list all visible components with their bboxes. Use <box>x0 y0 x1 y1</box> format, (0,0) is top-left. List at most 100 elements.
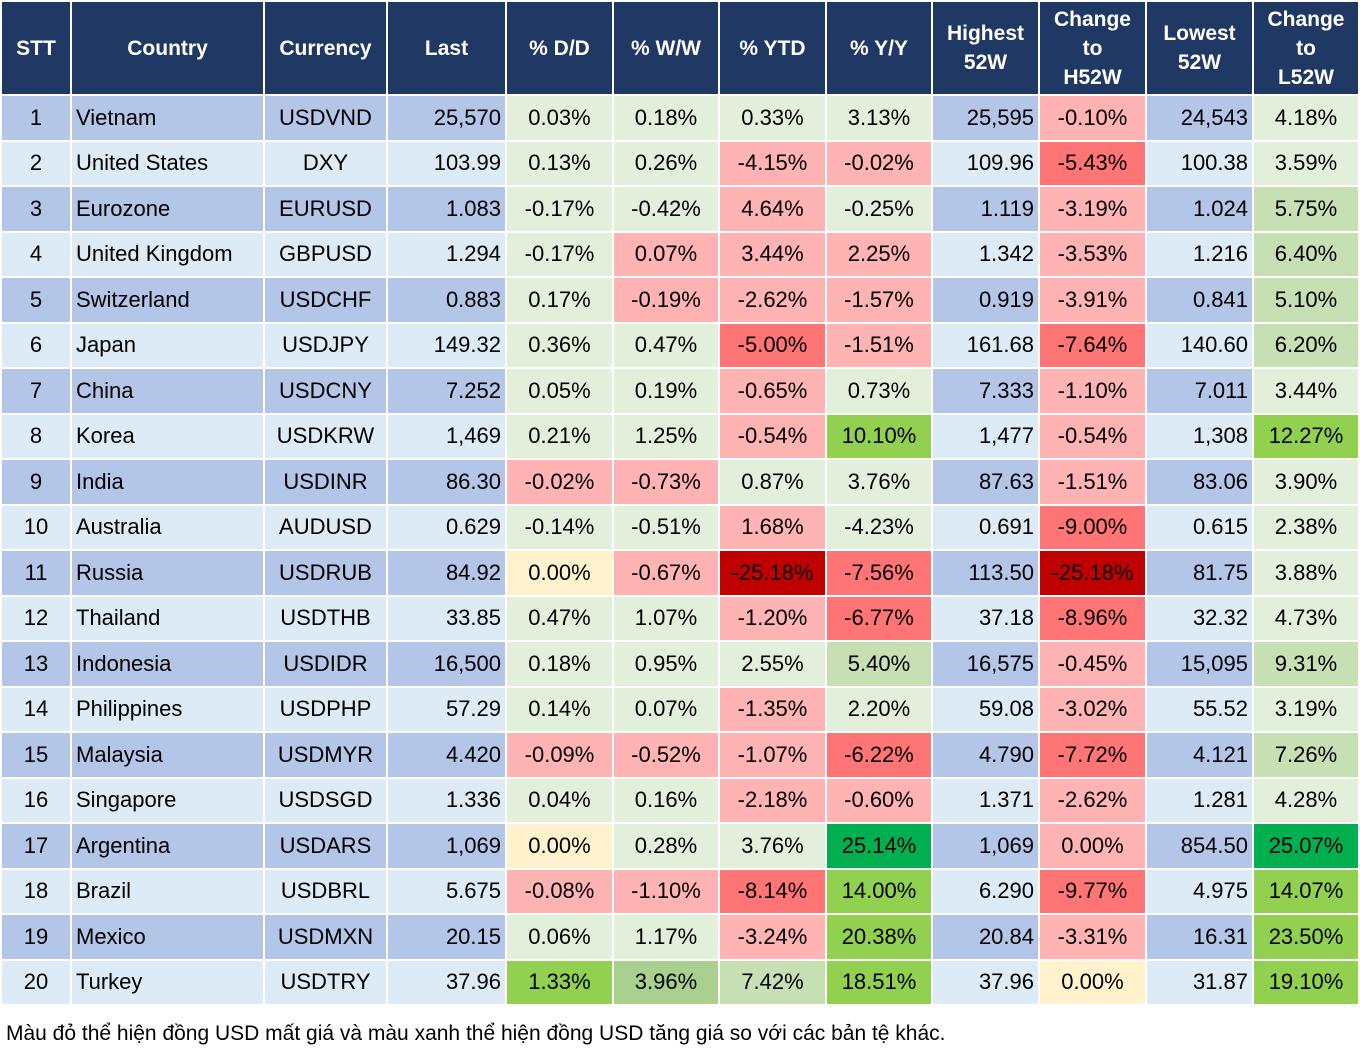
row-number-cell: 10 <box>2 505 70 549</box>
table-row: 14 Philippines USDPHP 57.29 0.14% 0.07% -1.35%… <box>2 687 1358 731</box>
lowest-52w-cell: 140.60 <box>1147 323 1252 367</box>
change-to-h52w-cell: -0.10% <box>1040 96 1145 140</box>
pct-dd-cell: 0.13% <box>507 141 612 185</box>
currency-cell: USDVND <box>265 96 386 140</box>
row-number-cell: 7 <box>2 369 70 413</box>
pct-dd-cell: -0.08% <box>507 869 612 913</box>
pct-ytd-cell: -8.14% <box>720 869 825 913</box>
country-cell: China <box>72 369 263 413</box>
country-cell: United Kingdom <box>72 232 263 276</box>
lowest-52w-cell: 31.87 <box>1147 960 1252 1004</box>
last-cell: 86.30 <box>388 460 505 504</box>
last-cell: 25,570 <box>388 96 505 140</box>
country-cell: Argentina <box>72 824 263 868</box>
change-to-h52w-cell: -9.77% <box>1040 869 1145 913</box>
change-to-h52w-cell: -1.10% <box>1040 369 1145 413</box>
column-header: STT <box>2 2 70 94</box>
table-row: 11 Russia USDRUB 84.92 0.00% -0.67% -25.18% -7.… <box>2 551 1358 595</box>
change-to-l52w-cell: 19.10% <box>1254 960 1358 1004</box>
pct-ww-cell: 1.25% <box>614 414 718 458</box>
last-cell: 33.85 <box>388 596 505 640</box>
country-cell: Switzerland <box>72 278 263 322</box>
currency-cell: USDARS <box>265 824 386 868</box>
highest-52w-cell: 37.18 <box>933 596 1038 640</box>
highest-52w-cell: 161.68 <box>933 323 1038 367</box>
column-header: Change to L52W <box>1254 2 1358 94</box>
row-number-cell: 19 <box>2 915 70 959</box>
pct-yy-cell: 0.73% <box>827 369 931 413</box>
country-cell: Indonesia <box>72 642 263 686</box>
pct-dd-cell: 0.18% <box>507 642 612 686</box>
change-to-h52w-cell: -0.45% <box>1040 642 1145 686</box>
last-cell: 16,500 <box>388 642 505 686</box>
table-row: 5 Switzerland USDCHF 0.883 0.17% -0.19% -2.62%… <box>2 278 1358 322</box>
row-number-cell: 5 <box>2 278 70 322</box>
last-cell: 1,069 <box>388 824 505 868</box>
lowest-52w-cell: 0.841 <box>1147 278 1252 322</box>
pct-yy-cell: -7.56% <box>827 551 931 595</box>
pct-ytd-cell: -1.20% <box>720 596 825 640</box>
pct-ww-cell: 0.26% <box>614 141 718 185</box>
highest-52w-cell: 6.290 <box>933 869 1038 913</box>
currency-cell: GBPUSD <box>265 232 386 276</box>
row-number-cell: 14 <box>2 687 70 731</box>
table-row: 1 Vietnam USDVND 25,570 0.03% 0.18% 0.33% 3.13%… <box>2 96 1358 140</box>
pct-ytd-cell: 4.64% <box>720 187 825 231</box>
pct-dd-cell: -0.17% <box>507 187 612 231</box>
pct-dd-cell: 0.03% <box>507 96 612 140</box>
pct-dd-cell: 0.00% <box>507 824 612 868</box>
highest-52w-cell: 1,069 <box>933 824 1038 868</box>
table-row: 3 Eurozone EURUSD 1.083 -0.17% -0.42% 4.64% -0.… <box>2 187 1358 231</box>
row-number-cell: 1 <box>2 96 70 140</box>
pct-ytd-cell: -0.54% <box>720 414 825 458</box>
lowest-52w-cell: 55.52 <box>1147 687 1252 731</box>
pct-ytd-cell: -1.07% <box>720 733 825 777</box>
currency-cell: EURUSD <box>265 187 386 231</box>
change-to-l52w-cell: 5.75% <box>1254 187 1358 231</box>
pct-yy-cell: 2.20% <box>827 687 931 731</box>
highest-52w-cell: 87.63 <box>933 460 1038 504</box>
pct-dd-cell: 0.05% <box>507 369 612 413</box>
pct-ytd-cell: 0.33% <box>720 96 825 140</box>
highest-52w-cell: 1.342 <box>933 232 1038 276</box>
pct-yy-cell: 5.40% <box>827 642 931 686</box>
pct-ytd-cell: 3.44% <box>720 232 825 276</box>
pct-ww-cell: -1.10% <box>614 869 718 913</box>
country-cell: Philippines <box>72 687 263 731</box>
lowest-52w-cell: 854.50 <box>1147 824 1252 868</box>
currency-cell: USDIDR <box>265 642 386 686</box>
change-to-l52w-cell: 14.07% <box>1254 869 1358 913</box>
change-to-l52w-cell: 3.19% <box>1254 687 1358 731</box>
pct-dd-cell: 1.33% <box>507 960 612 1004</box>
currency-cell: USDJPY <box>265 323 386 367</box>
pct-ww-cell: 3.96% <box>614 960 718 1004</box>
change-to-l52w-cell: 3.59% <box>1254 141 1358 185</box>
pct-dd-cell: -0.09% <box>507 733 612 777</box>
pct-dd-cell: 0.04% <box>507 778 612 822</box>
pct-ww-cell: 0.07% <box>614 232 718 276</box>
change-to-h52w-cell: -5.43% <box>1040 141 1145 185</box>
pct-ww-cell: 0.18% <box>614 96 718 140</box>
footnote: Màu đỏ thể hiện đồng USD mất giá và màu … <box>6 1022 946 1045</box>
row-number-cell: 18 <box>2 869 70 913</box>
pct-dd-cell: 0.17% <box>507 278 612 322</box>
pct-ww-cell: -0.52% <box>614 733 718 777</box>
pct-ytd-cell: -2.18% <box>720 778 825 822</box>
pct-ytd-cell: -5.00% <box>720 323 825 367</box>
column-header: Last <box>388 2 505 94</box>
last-cell: 0.629 <box>388 505 505 549</box>
highest-52w-cell: 109.96 <box>933 141 1038 185</box>
country-cell: Russia <box>72 551 263 595</box>
change-to-l52w-cell: 3.88% <box>1254 551 1358 595</box>
pct-ww-cell: 1.17% <box>614 915 718 959</box>
highest-52w-cell: 59.08 <box>933 687 1038 731</box>
highest-52w-cell: 0.691 <box>933 505 1038 549</box>
pct-dd-cell: 0.14% <box>507 687 612 731</box>
pct-yy-cell: -0.25% <box>827 187 931 231</box>
lowest-52w-cell: 1,308 <box>1147 414 1252 458</box>
change-to-l52w-cell: 9.31% <box>1254 642 1358 686</box>
change-to-h52w-cell: -3.19% <box>1040 187 1145 231</box>
country-cell: Korea <box>72 414 263 458</box>
highest-52w-cell: 0.919 <box>933 278 1038 322</box>
pct-yy-cell: 25.14% <box>827 824 931 868</box>
